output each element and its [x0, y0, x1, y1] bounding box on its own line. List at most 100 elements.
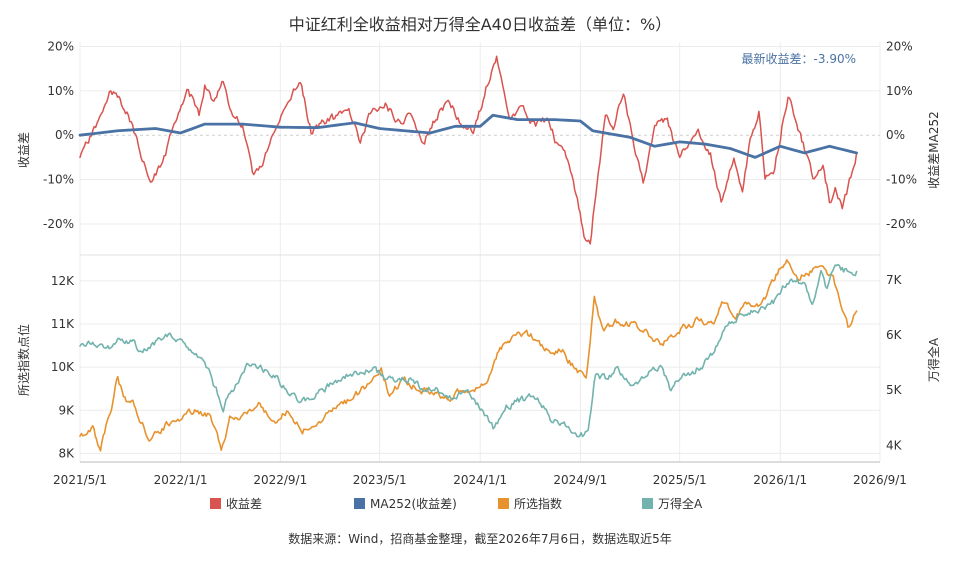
spread-series-point — [372, 108, 374, 110]
selected-index-series-point — [787, 259, 789, 261]
spread-series-point — [841, 205, 843, 207]
selected-index-series-point — [133, 405, 135, 407]
top-right-tick-label: -20% — [886, 217, 917, 231]
top-left-tick-label: -20% — [43, 217, 74, 231]
ma252-series-point — [354, 122, 356, 124]
legend-label: MA252(收益差) — [370, 497, 457, 511]
ma252-series-point — [317, 127, 319, 129]
spread-series-point — [814, 179, 816, 181]
selected-index-series-point — [220, 448, 222, 450]
selected-index-series-line — [79, 259, 858, 452]
selected-index-series-point — [258, 405, 260, 407]
ma252-series-line — [78, 113, 858, 159]
spread-series-point — [110, 90, 112, 92]
x-tick-label: 2025/5/1 — [653, 473, 707, 487]
spread-series-point — [79, 157, 81, 159]
selected-index-series-point — [389, 392, 391, 394]
wind-all-a-series-line — [79, 263, 858, 438]
ma252-series-point — [729, 148, 731, 150]
wind-all-a-series-point — [397, 378, 399, 380]
selected-index-series-point — [510, 340, 512, 342]
wind-all-a-series-point — [354, 373, 356, 375]
spread-series-point — [804, 148, 806, 150]
selected-index-series-point — [722, 302, 724, 304]
bottom-left-axis-label: 所选指数点位 — [16, 324, 31, 396]
selected-index-series-point — [123, 397, 125, 399]
selected-index-series-point — [287, 409, 289, 411]
wind-all-a-series-point — [826, 290, 828, 292]
selected-index-series-point — [167, 422, 169, 424]
ma252-series-point — [580, 120, 582, 122]
bottom-right-axis-label: 万得全A — [926, 337, 941, 382]
spread-series-point — [612, 126, 614, 128]
selected-index-series-point — [856, 310, 858, 312]
selected-index-series-point — [550, 353, 552, 355]
spread-series-point — [300, 81, 302, 83]
x-axis-tick-labels: 2021/5/1 2022/1/1 2022/9/1 2023/5/1 2024/1/1… — [53, 473, 907, 487]
ma252-series-point — [79, 134, 81, 136]
spread-series-point — [160, 165, 162, 167]
selected-index-series-point — [779, 267, 781, 269]
source-note: 数据来源：Wind，招商基金整理，截至2026年7月6日，数据选取近5年 — [288, 531, 672, 546]
wind-all-a-series-point — [104, 351, 106, 353]
top-panel-series — [78, 55, 858, 245]
selected-index-series-point — [498, 349, 500, 351]
ma252-series-point — [454, 126, 456, 128]
selected-index-series-point — [697, 319, 699, 321]
wind-all-a-series-point — [372, 367, 374, 369]
selected-index-series-point — [180, 418, 182, 420]
wind-all-a-series-point — [783, 285, 785, 287]
wind-all-a-series-point — [820, 274, 822, 276]
spread-series-point — [410, 112, 412, 114]
wind-all-a-series-point — [617, 367, 619, 369]
spread-series-point — [548, 117, 550, 119]
spread-series-point — [667, 121, 669, 123]
selected-index-series-point — [317, 422, 319, 424]
ma252-series-point — [654, 145, 656, 147]
selected-index-series-point — [330, 409, 332, 411]
ma252-series-point — [554, 119, 556, 121]
spread-series-point — [150, 183, 152, 185]
wind-all-a-series-point — [337, 378, 339, 380]
top-left-tick-labels: 20% 10% 0% -10% -20% — [43, 39, 74, 231]
wind-all-a-series-point — [747, 312, 749, 314]
spread-series-point — [460, 121, 462, 123]
selected-index-series-point — [275, 418, 277, 420]
spread-series-point — [633, 143, 635, 145]
selected-index-series-point — [150, 440, 152, 442]
spread-series-point — [605, 112, 607, 114]
wind-all-a-series-point — [550, 417, 552, 419]
spread-series-point — [137, 143, 139, 145]
top-left-tick-label: -10% — [43, 173, 74, 187]
ma252-series-point — [204, 123, 206, 125]
spread-series-point — [212, 99, 214, 101]
selected-index-series-point — [642, 328, 644, 330]
wind-all-a-series-point — [180, 340, 182, 342]
selected-index-series-point — [809, 271, 811, 273]
legend-label: 万得全A — [658, 496, 703, 511]
spread-series-point — [577, 201, 579, 203]
spread-series-point — [310, 130, 312, 132]
spread-series-point — [623, 94, 625, 96]
selected-index-series-point — [594, 297, 596, 299]
legend: 收益差 MA252(收益差) 所选指数 万得全A — [210, 496, 703, 511]
spread-series-point — [697, 134, 699, 136]
spread-series-point — [589, 241, 591, 243]
x-tick-label: 2023/5/1 — [353, 473, 407, 487]
bottom-right-tick-labels: 7K 6K 5K 4K — [886, 273, 903, 453]
latest-value-annotation: 最新收益差：-3.90% — [742, 51, 856, 66]
spread-series-point — [447, 99, 449, 101]
spread-series-point — [834, 188, 836, 190]
ma252-series-point — [404, 130, 406, 132]
selected-index-series-point — [832, 280, 834, 282]
wind-all-a-series-point — [670, 389, 672, 391]
wind-all-a-series-point — [117, 340, 119, 342]
wind-all-a-series-point — [285, 389, 287, 391]
spread-series-point — [204, 86, 206, 88]
wind-all-a-series-point — [595, 373, 597, 375]
bottom-right-tick-label: 6K — [886, 328, 903, 342]
wind-all-a-series-point — [834, 262, 836, 264]
spread-series-point — [535, 126, 537, 128]
spread-series-point — [481, 103, 483, 105]
wind-all-a-series-point — [222, 406, 224, 408]
